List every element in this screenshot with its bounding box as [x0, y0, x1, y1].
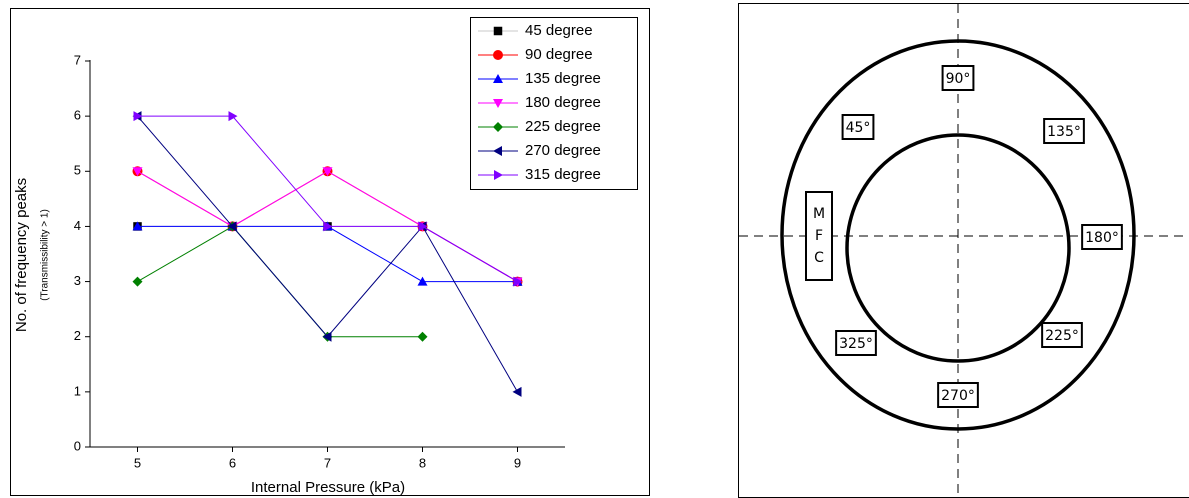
- marker: [493, 99, 503, 108]
- label-box: [1043, 118, 1085, 144]
- x-tick-label: 8: [419, 455, 426, 470]
- label-box: [1081, 224, 1123, 250]
- marker: [322, 167, 333, 177]
- label-box: [835, 330, 877, 356]
- legend-label: 135 degree: [525, 70, 601, 87]
- marker: [322, 331, 332, 342]
- label-box: [937, 382, 979, 408]
- marker: [513, 276, 523, 287]
- angle-label: 135°: [1047, 124, 1081, 140]
- y-tick-label: 0: [74, 438, 81, 453]
- marker: [417, 331, 428, 342]
- y-tick-label: 1: [74, 383, 81, 398]
- marker: [493, 146, 502, 156]
- marker: [418, 221, 428, 232]
- label-box: [941, 65, 975, 91]
- marker: [493, 26, 503, 36]
- mfc-letter: C: [814, 250, 824, 266]
- legend-label: 315 degree: [525, 166, 601, 183]
- legend-label: 90 degree: [525, 46, 593, 63]
- x-tick-label: 6: [229, 455, 236, 470]
- x-axis-label: Internal Pressure (kPa): [251, 479, 405, 496]
- y-tick-label: 4: [74, 218, 81, 233]
- marker: [512, 386, 522, 397]
- mfc-box: [805, 191, 833, 281]
- series-line: [137, 115, 518, 393]
- legend-label: 270 degree: [525, 142, 601, 159]
- series-line: [137, 115, 518, 283]
- marker: [132, 167, 143, 177]
- x-tick-label: 5: [134, 455, 141, 470]
- y-tick-label: 2: [74, 328, 81, 343]
- label-box: [841, 114, 875, 140]
- marker: [133, 111, 143, 122]
- angle-label: 270°: [941, 388, 975, 404]
- marker: [227, 221, 237, 232]
- x-tick-label: 7: [324, 455, 331, 470]
- angle-label: 45°: [846, 120, 871, 136]
- angle-label: 180°: [1085, 230, 1119, 246]
- y-tick-label: 6: [74, 108, 81, 123]
- y-axis-label: No. of frequency peaks: [13, 178, 30, 332]
- y-tick-label: 7: [74, 52, 81, 67]
- marker: [493, 50, 503, 60]
- marker: [493, 122, 503, 132]
- marker: [228, 111, 238, 122]
- legend-label: 180 degree: [525, 94, 601, 111]
- series-line: [137, 225, 518, 283]
- marker: [417, 276, 428, 286]
- marker: [493, 74, 503, 83]
- angle-label: 90°: [946, 71, 971, 87]
- angle-label: 225°: [1045, 328, 1079, 344]
- legend-label: 45 degree: [525, 22, 593, 39]
- marker: [323, 221, 333, 232]
- legend-label: 225 degree: [525, 118, 601, 135]
- inner-ring: [845, 133, 1071, 363]
- label-box: [1041, 322, 1083, 348]
- y-tick-label: 5: [74, 163, 81, 178]
- marker: [132, 221, 143, 231]
- chart-frame: [10, 8, 650, 496]
- mfc-letter: F: [815, 228, 823, 244]
- marker: [132, 276, 143, 287]
- series-line: [137, 225, 518, 283]
- outer-ring: [780, 39, 1136, 431]
- x-tick-label: 9: [514, 455, 521, 470]
- y-tick-label: 3: [74, 273, 81, 288]
- mfc-letter: M: [813, 206, 825, 222]
- marker: [494, 170, 503, 180]
- angle-label: 325°: [839, 336, 873, 352]
- y-axis-sublabel: (Transmissibility > 1): [40, 209, 51, 301]
